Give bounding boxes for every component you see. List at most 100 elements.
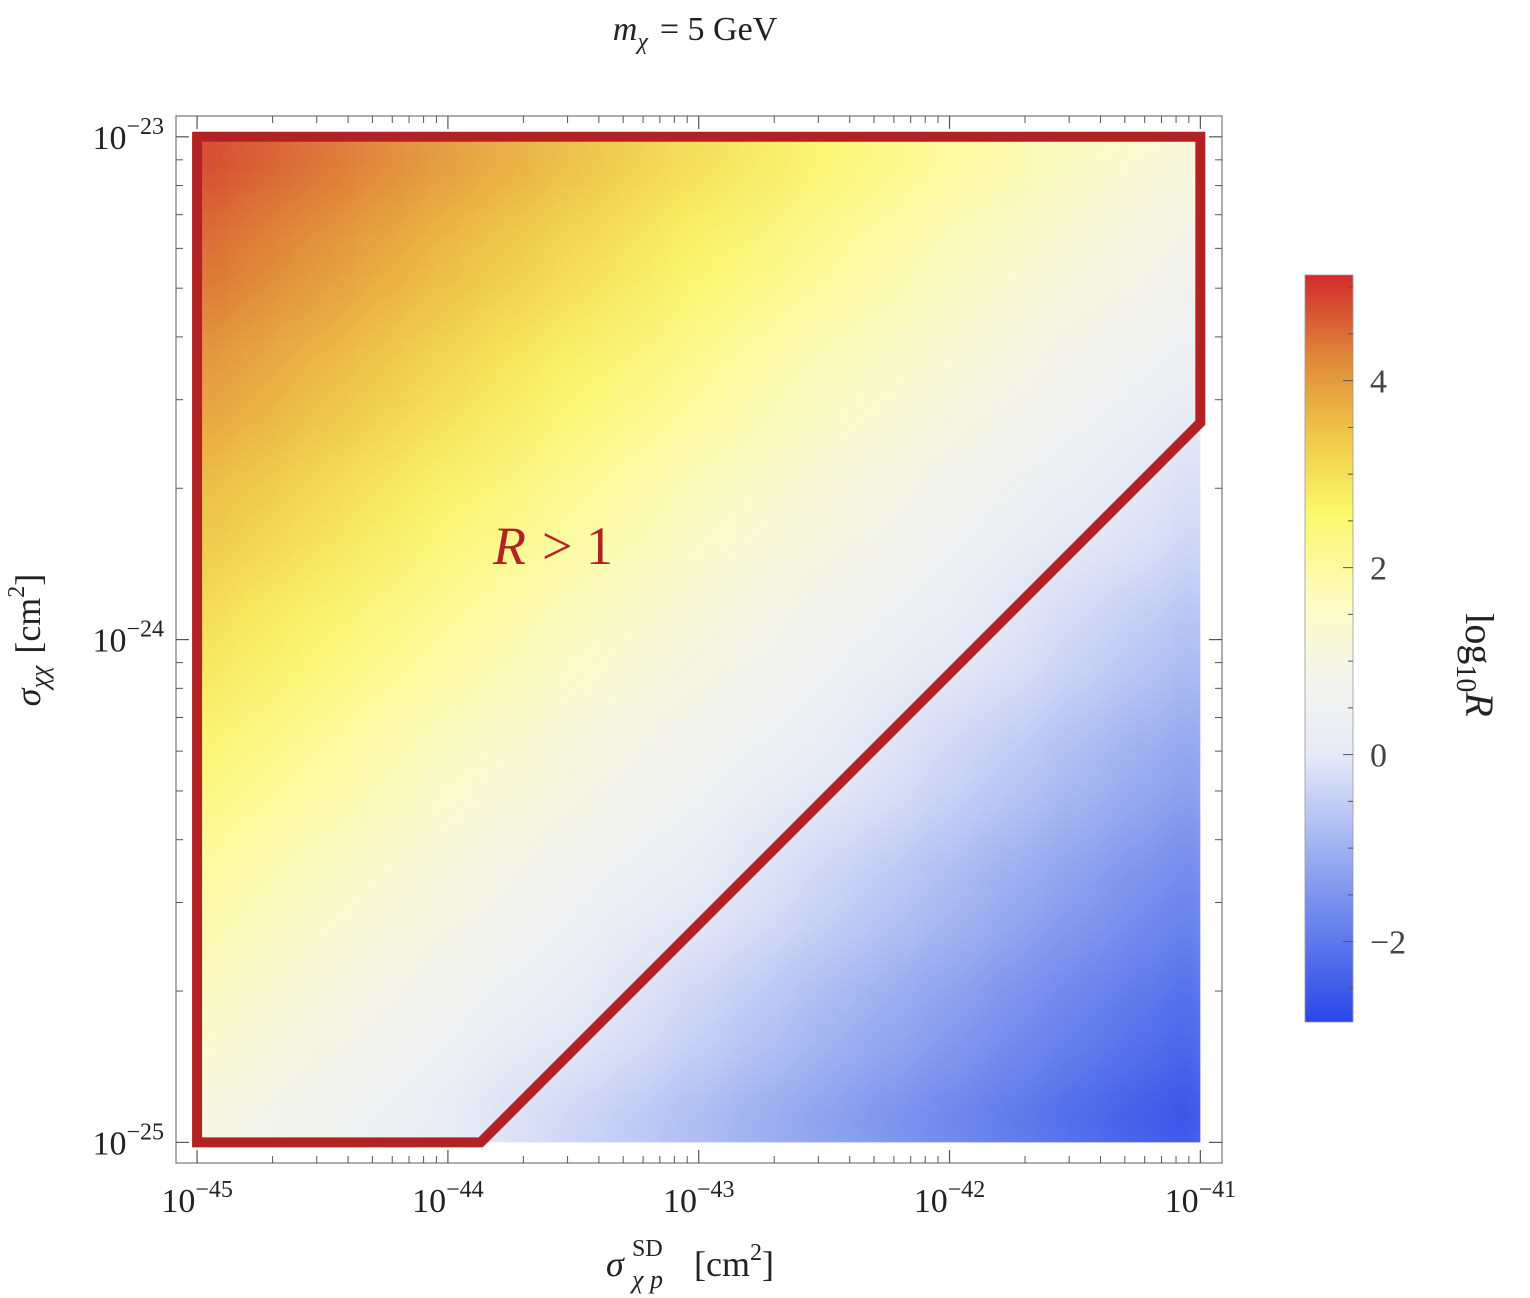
- x-tick-base: 10: [1165, 1183, 1199, 1220]
- heatmap-cell: [604, 1079, 668, 1143]
- heatmap-cell: [416, 451, 480, 578]
- colorbar-tick-label: 0: [1370, 738, 1387, 775]
- heatmap-cell: [416, 702, 480, 829]
- heatmap-cell: [197, 199, 229, 326]
- colorbar-label-symbol: R: [1457, 691, 1502, 716]
- heatmap-cell: [541, 576, 606, 703]
- y-label-unit-power: 2: [4, 586, 30, 598]
- heatmap-cell: [228, 136, 292, 201]
- title-symbol: m: [613, 11, 638, 48]
- y-tick-exponent: −23: [126, 114, 164, 140]
- heatmap-cell: [197, 828, 229, 955]
- heatmap-cell: [291, 828, 355, 955]
- heatmap-cell: [980, 325, 1045, 452]
- heatmap-cell: [291, 576, 355, 703]
- heatmap-cell: [980, 576, 1045, 703]
- heatmap-cell: [228, 451, 292, 578]
- heatmap-cell: [1106, 1079, 1170, 1143]
- heatmap-cell: [479, 199, 543, 326]
- x-label-subscript: χ p: [629, 1265, 663, 1294]
- x-label-unit-base: [cm: [694, 1244, 750, 1284]
- heatmap-cell: [291, 1079, 355, 1143]
- heatmap-cell: [228, 953, 292, 1081]
- heatmap-cell: [416, 953, 480, 1081]
- contour-line: [192, 131, 1206, 1148]
- heatmap-cell: [1168, 451, 1201, 578]
- y-label-symbol: σ: [8, 687, 48, 706]
- y-tick-exponent: −25: [126, 1119, 164, 1145]
- y-label-unit-close: ]: [8, 574, 48, 586]
- heatmap-cell: [918, 953, 982, 1081]
- x-label-superscript: SD: [632, 1236, 663, 1262]
- heatmap-cell: [604, 576, 668, 703]
- heatmap-cell: [730, 702, 794, 829]
- heatmap-cell: [730, 325, 794, 452]
- heatmap-cell: [353, 576, 418, 703]
- y-tick-label: 10−24: [92, 617, 164, 660]
- heatmap-cell: [541, 199, 606, 326]
- heatmap-cell: [541, 702, 606, 829]
- heatmap-cell: [228, 702, 292, 829]
- heatmap-cell: [353, 953, 418, 1081]
- heatmap-cell: [541, 136, 606, 201]
- heatmap-cell: [1168, 953, 1201, 1081]
- heatmap-cell: [855, 702, 919, 829]
- heatmap-cell: [792, 136, 856, 201]
- heatmap-cell: [291, 953, 355, 1081]
- heatmap-cell: [479, 136, 543, 201]
- heatmap-cell: [730, 1079, 794, 1143]
- annotation-symbol: R: [492, 516, 526, 576]
- heatmap-cell: [291, 136, 355, 201]
- heatmap-cell: [1106, 451, 1170, 578]
- heatmap-cell: [855, 136, 919, 201]
- heatmap-cell: [416, 136, 480, 201]
- heatmap-cell: [918, 451, 982, 578]
- heatmap-cell: [353, 136, 418, 201]
- heatmap-cell: [918, 828, 982, 955]
- heatmap-cell: [604, 828, 668, 955]
- x-tick-exponent: −45: [195, 1177, 233, 1203]
- heatmap-cell: [792, 828, 856, 955]
- heatmap-cell: [1043, 199, 1107, 326]
- heatmap-cell: [479, 325, 543, 452]
- heatmap-cell: [918, 702, 982, 829]
- heatmap-cell: [291, 325, 355, 452]
- colorbar-label: log10R: [1450, 613, 1502, 717]
- heatmap-cell: [792, 1079, 856, 1143]
- title-text: = 5 GeV: [660, 11, 778, 48]
- heatmap-cell: [730, 828, 794, 955]
- heatmap-cell: [730, 953, 794, 1081]
- heatmap-cell: [1106, 325, 1170, 452]
- colorbar-label-text: log10R: [1450, 613, 1502, 717]
- heatmap-cell: [541, 325, 606, 452]
- heatmap-cell: [197, 576, 229, 703]
- y-tick-label: 10−25: [92, 1119, 164, 1162]
- heatmap-cell: [918, 576, 982, 703]
- x-tick-label: 10−44: [412, 1177, 484, 1220]
- colorbar-label-base: log: [1457, 613, 1502, 664]
- x-tick-label: 10−43: [663, 1177, 735, 1220]
- heatmap-cell: [1043, 325, 1107, 452]
- heatmap-cell: [1043, 953, 1107, 1081]
- x-label-unit-power: 2: [750, 1240, 762, 1266]
- x-tick-exponent: −43: [697, 1177, 735, 1203]
- chart-title: mχ = 5 GeV: [613, 11, 778, 55]
- heatmap-cell: [918, 199, 982, 326]
- colorbar: [1304, 274, 1354, 1023]
- heatmap-cell: [855, 828, 919, 955]
- y-label: σχχ [cm2]: [4, 574, 54, 707]
- colorbar-tick-label: 4: [1370, 364, 1387, 401]
- heatmap-cell: [353, 1079, 418, 1143]
- heatmap-cell: [1043, 576, 1107, 703]
- heatmap-cell: [541, 953, 606, 1081]
- heatmap-cell: [197, 953, 229, 1081]
- heatmap-cell: [792, 953, 856, 1081]
- annotation: R > 1: [492, 516, 613, 576]
- heatmap-cell: [291, 199, 355, 326]
- heatmap-cell: [479, 828, 543, 955]
- y-tick-base: 10: [92, 120, 126, 157]
- heatmap-cell: [479, 702, 543, 829]
- heatmap-cell: [667, 828, 731, 955]
- x-tick-label: 10−41: [1165, 1177, 1237, 1220]
